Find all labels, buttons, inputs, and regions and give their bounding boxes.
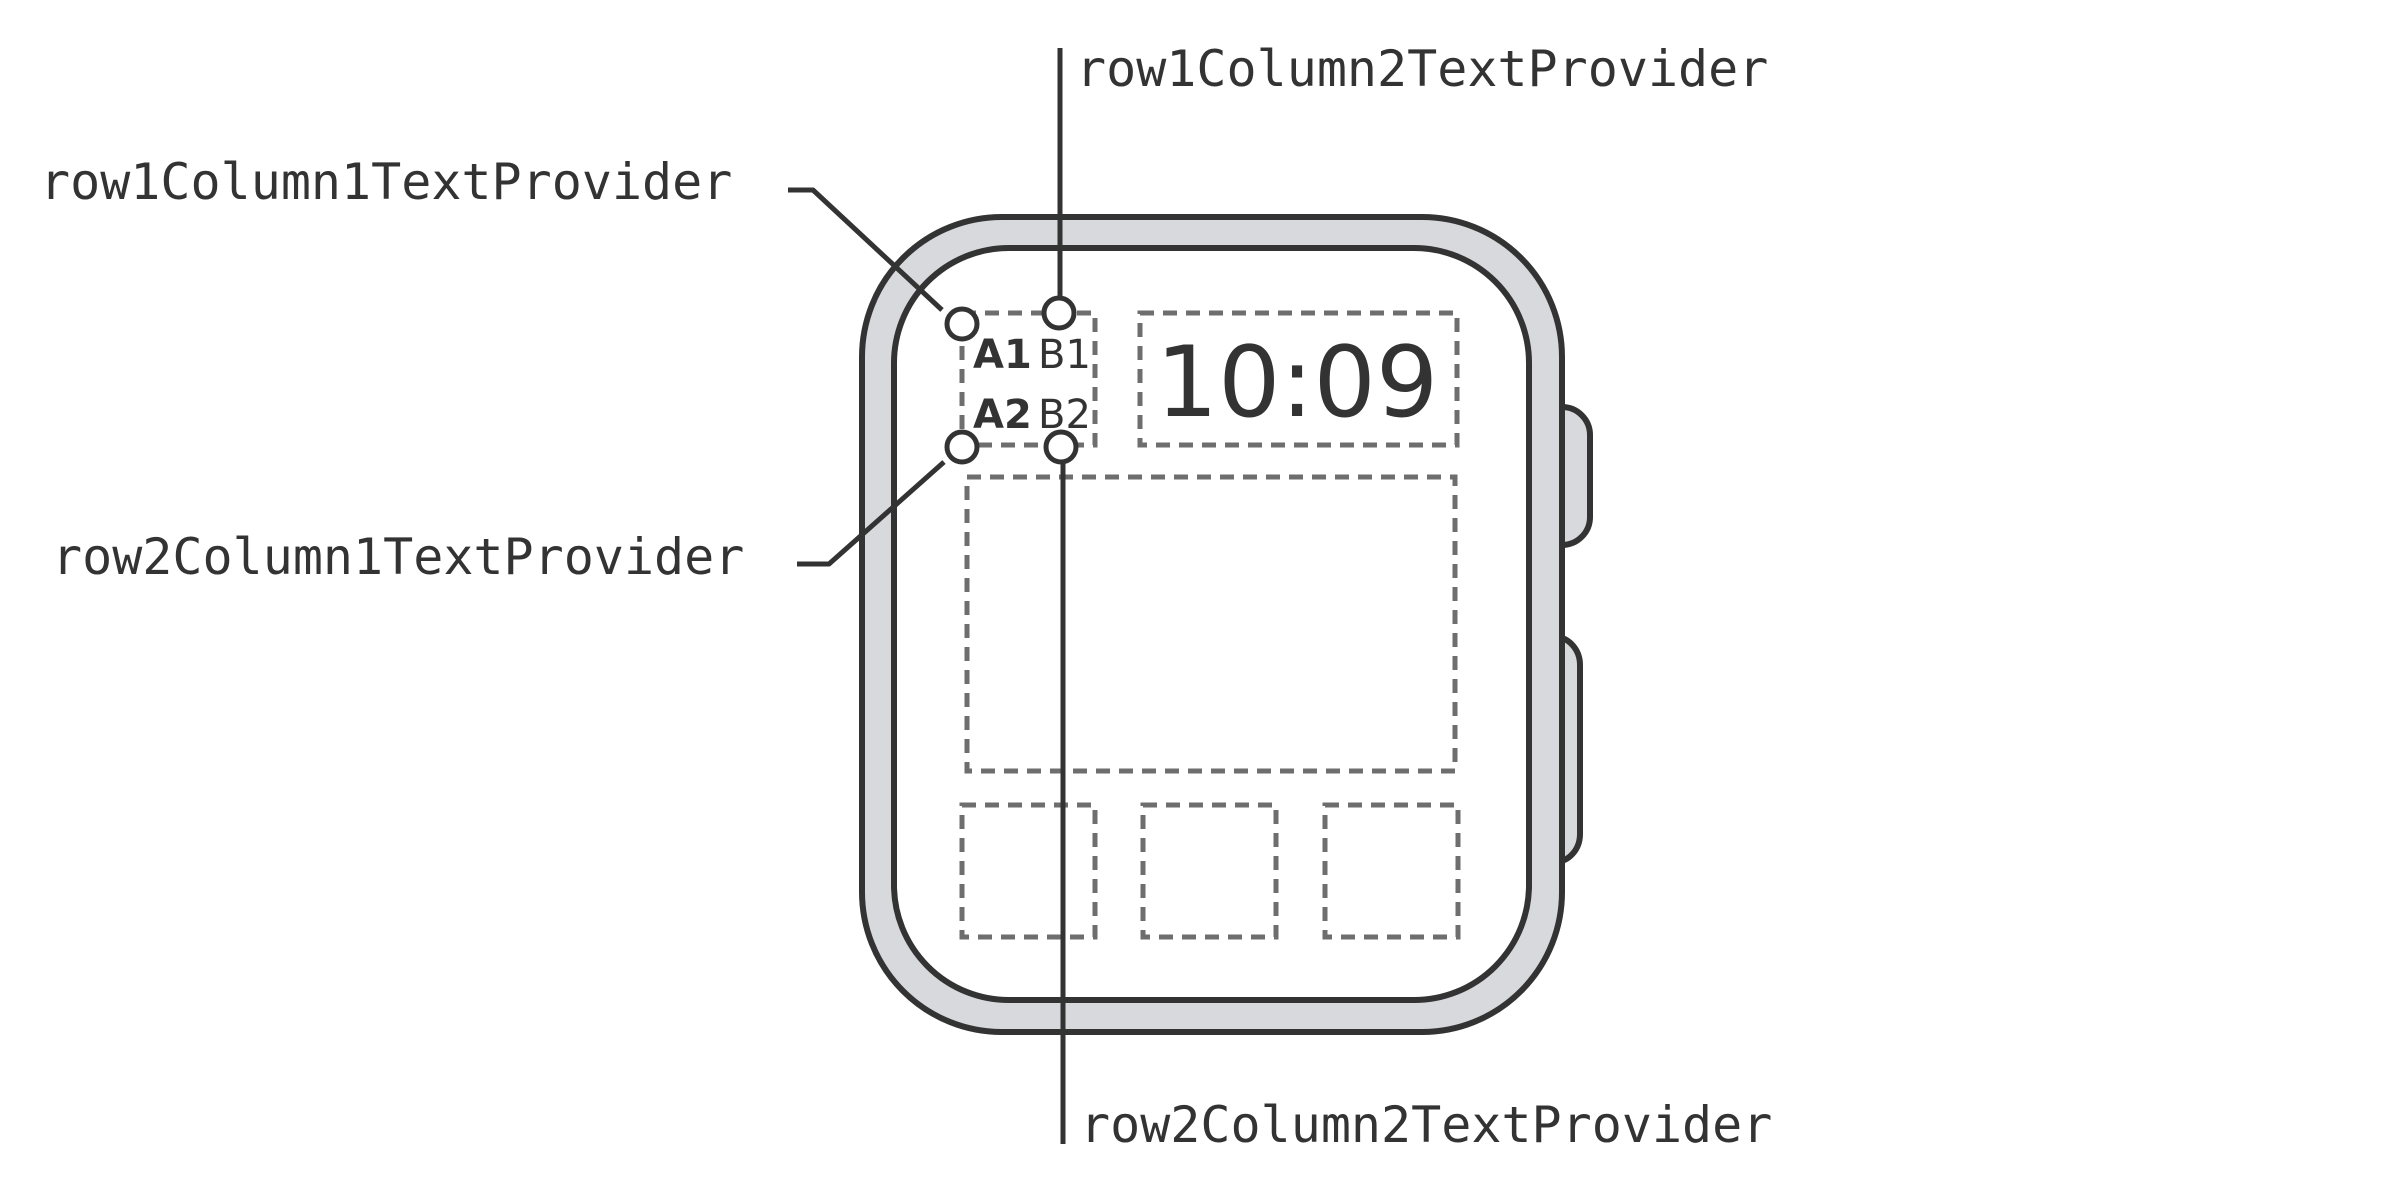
row2-column2-callout: row2Column2TextProvider xyxy=(1080,1096,1772,1154)
a2-label: A2 xyxy=(973,392,1032,438)
row2-column1-marker xyxy=(944,429,980,465)
large-body-slot xyxy=(964,474,1458,774)
row1-column1-marker xyxy=(944,306,980,342)
b1-label: B1 xyxy=(1038,332,1091,378)
row1-column1-leader xyxy=(788,187,944,312)
bottom-slot-middle xyxy=(1140,802,1279,940)
row2-column1-callout: row2Column1TextProvider xyxy=(52,528,744,586)
row2-column2-marker xyxy=(1043,429,1079,465)
top-left-complication-slot xyxy=(959,310,1098,448)
bottom-slot-right xyxy=(1322,802,1461,940)
row2-column1-leader xyxy=(797,460,946,567)
time-display: 10:09 xyxy=(1156,326,1438,440)
row1-column2-marker xyxy=(1041,295,1077,331)
a1-label: A1 xyxy=(973,332,1032,378)
row1-column2-callout: row1Column2TextProvider xyxy=(1076,40,1768,98)
row1-column1-callout: row1Column1TextProvider xyxy=(40,153,732,211)
bottom-slot-left xyxy=(959,802,1098,940)
time-slot xyxy=(1137,310,1460,448)
